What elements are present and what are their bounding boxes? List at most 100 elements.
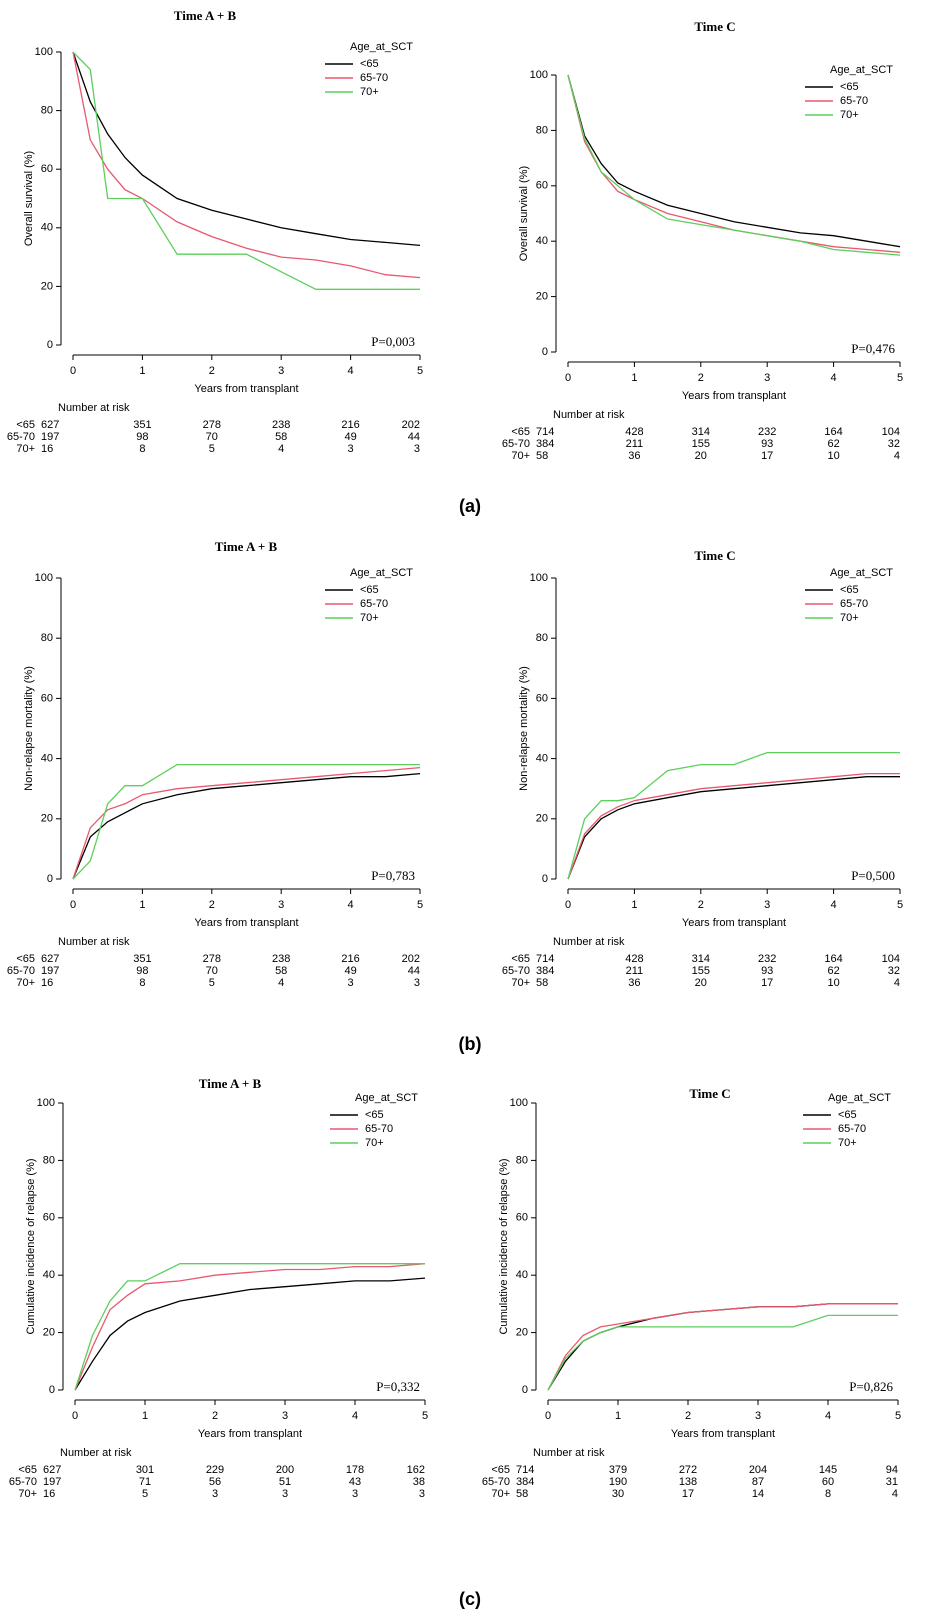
risk-count: 351	[133, 419, 151, 431]
risk-count: 428	[625, 953, 643, 965]
risk-count: 58	[536, 450, 548, 462]
survival-curve	[547, 1303, 898, 1391]
risk-row-label: 70+	[18, 1488, 37, 1500]
risk-count: 44	[408, 431, 420, 443]
risk-row-label: <65	[16, 419, 35, 431]
risk-count: 3	[414, 443, 420, 455]
survival-curve	[567, 776, 900, 880]
x-tick-label: 1	[615, 1410, 621, 1422]
risk-count: 36	[628, 450, 640, 462]
x-tick-label: 1	[142, 1410, 148, 1422]
risk-count: 379	[609, 1464, 627, 1476]
risk-count: 94	[886, 1464, 898, 1476]
x-tick-label: 2	[685, 1410, 691, 1422]
risk-count: 14	[752, 1488, 764, 1500]
risk-table-title: Number at risk	[58, 402, 130, 414]
risk-row-label: 65-70	[502, 438, 530, 450]
survival-curve	[567, 74, 901, 248]
risk-count: 229	[206, 1464, 224, 1476]
risk-count: 3	[348, 977, 354, 989]
x-tick-label: 2	[209, 899, 215, 911]
risk-count: 162	[407, 1464, 425, 1476]
risk-count: 8	[825, 1488, 831, 1500]
risk-count: 31	[886, 1476, 898, 1488]
risk-count: 32	[888, 965, 900, 977]
x-tick-label: 3	[278, 899, 284, 911]
x-tick-label: 5	[895, 1410, 901, 1422]
risk-count: 216	[341, 419, 359, 431]
survival-curve	[74, 1263, 425, 1391]
risk-count: 17	[761, 977, 773, 989]
risk-count: 43	[349, 1476, 361, 1488]
legend-label: 70+	[360, 612, 379, 624]
risk-count: 58	[275, 431, 287, 443]
chart-title: Time A + B	[174, 8, 237, 23]
risk-row-label: 70+	[491, 1488, 510, 1500]
chart-title: Time C	[689, 1086, 730, 1101]
x-tick-label: 0	[565, 372, 571, 384]
risk-count: 428	[625, 426, 643, 438]
legend-label: <65	[838, 1109, 857, 1121]
y-tick-label: 20	[516, 1327, 528, 1339]
risk-count: 44	[408, 965, 420, 977]
risk-count: 56	[209, 1476, 221, 1488]
risk-count: 145	[819, 1464, 837, 1476]
x-axis-label: Years from transplant	[194, 917, 298, 929]
risk-count: 714	[536, 953, 554, 965]
risk-count: 204	[749, 1464, 767, 1476]
risk-count: 32	[888, 438, 900, 450]
legend-label: 65-70	[840, 95, 868, 107]
risk-count: 202	[402, 419, 420, 431]
x-axis-label: Years from transplant	[198, 1428, 302, 1440]
y-tick-label: 40	[516, 1269, 528, 1281]
risk-count: 178	[346, 1464, 364, 1476]
p-value: P=0,332	[376, 1379, 420, 1394]
x-tick-label: 3	[755, 1410, 761, 1422]
risk-count: 4	[894, 977, 900, 989]
legend-title: Age_at_SCT	[830, 567, 893, 579]
risk-count: 272	[679, 1464, 697, 1476]
risk-count: 17	[761, 450, 773, 462]
legend-label: <65	[360, 584, 379, 596]
risk-count: 16	[41, 977, 53, 989]
x-axis-label: Years from transplant	[671, 1428, 775, 1440]
risk-table-title: Number at risk	[533, 1447, 605, 1459]
x-tick-label: 0	[72, 1410, 78, 1422]
risk-count: 62	[827, 438, 839, 450]
risk-count: 104	[882, 953, 900, 965]
x-tick-label: 3	[282, 1410, 288, 1422]
risk-count: 10	[827, 450, 839, 462]
x-tick-label: 2	[212, 1410, 218, 1422]
y-tick-label: 0	[542, 873, 548, 885]
legend-title: Age_at_SCT	[828, 1092, 891, 1104]
y-tick-label: 80	[536, 124, 548, 136]
legend-label: <65	[360, 58, 379, 70]
survival-curve	[72, 766, 421, 880]
y-tick-label: 20	[536, 291, 548, 303]
risk-row-label: 70+	[16, 443, 35, 455]
risk-count: 98	[136, 965, 148, 977]
x-tick-label: 0	[70, 899, 76, 911]
risk-count: 627	[41, 953, 59, 965]
risk-row-label: 70+	[511, 450, 530, 462]
survival-curve	[567, 74, 901, 256]
y-tick-label: 80	[41, 105, 53, 117]
risk-count: 3	[352, 1488, 358, 1500]
risk-count: 627	[43, 1464, 61, 1476]
risk-count: 70	[206, 965, 218, 977]
y-tick-label: 80	[516, 1154, 528, 1166]
risk-count: 62	[827, 965, 839, 977]
risk-count: 200	[276, 1464, 294, 1476]
legend-label: 70+	[365, 1137, 384, 1149]
y-tick-label: 60	[41, 163, 53, 175]
risk-count: 10	[827, 977, 839, 989]
risk-count: 232	[758, 953, 776, 965]
x-tick-label: 2	[209, 365, 215, 377]
x-tick-label: 1	[631, 899, 637, 911]
x-tick-label: 1	[631, 372, 637, 384]
legend-label: 70+	[840, 109, 859, 121]
risk-count: 211	[626, 438, 644, 450]
p-value: P=0,003	[371, 334, 415, 349]
risk-count: 3	[212, 1488, 218, 1500]
risk-row-label: 70+	[16, 977, 35, 989]
